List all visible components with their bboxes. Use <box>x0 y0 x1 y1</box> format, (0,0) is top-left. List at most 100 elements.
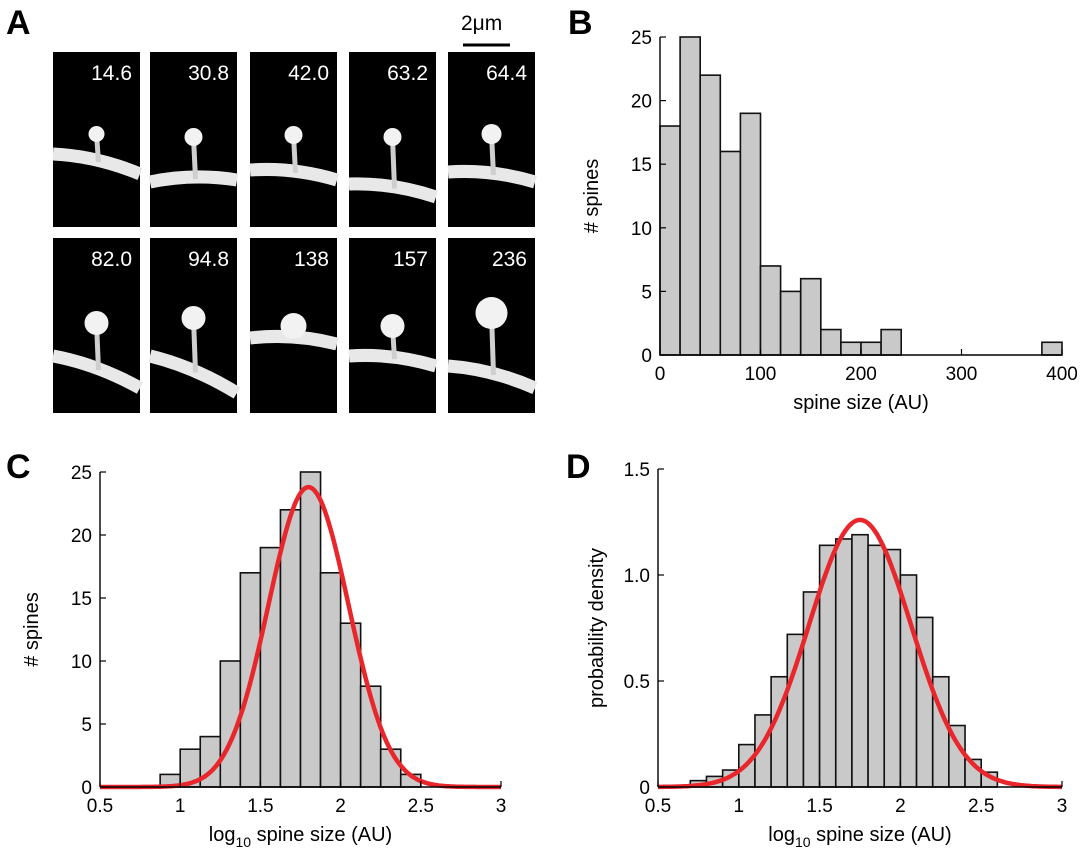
x-axis-label-rest: spine size (AU) <box>811 824 952 846</box>
x-tick-label: 100 <box>745 364 777 385</box>
x-tick-label: 3 <box>496 796 507 817</box>
spine-image-8: 138 <box>249 238 339 413</box>
x-tick-label: 2.5 <box>968 796 994 817</box>
histogram-bar <box>719 150 742 356</box>
y-tick-label: 0 <box>81 778 92 799</box>
y-tick-label: 0.5 <box>624 672 650 693</box>
x-tick-label: 200 <box>845 364 877 385</box>
x-axis-label-subscript: 10 <box>235 834 251 850</box>
y-axis-label: probability density <box>586 548 608 708</box>
spine-image-3: 42.0 <box>249 52 339 227</box>
panel-b-chart: 0 100 200 300 400 0 5 10 15 20 25 spine size (AU) # … <box>581 28 1078 414</box>
histogram-bar <box>860 341 882 356</box>
x-axis-label-subscript: 10 <box>795 834 811 850</box>
y-tick-label: 1.5 <box>624 460 650 481</box>
histogram-bar <box>851 533 869 788</box>
y-tick-label: 10 <box>71 652 92 673</box>
x-axis-label-rest: spine size (AU) <box>251 824 392 846</box>
x-axis-label: log10 spine size (AU) <box>209 824 392 850</box>
panel-label-b: B <box>568 4 593 42</box>
y-tick-label: 25 <box>71 463 92 484</box>
histogram-bar <box>739 112 762 356</box>
scale-bar-label: 2μm <box>461 12 502 35</box>
histogram-bar <box>679 36 701 356</box>
y-tick-label: 20 <box>71 526 92 547</box>
spine-image-6: 82.0 <box>51 238 144 413</box>
y-tick-label: 5 <box>81 715 92 736</box>
x-tick-label: 2.5 <box>408 796 434 817</box>
spine-size-label: 42.0 <box>288 62 329 85</box>
y-tick-label: 1.0 <box>624 566 650 587</box>
spine-head <box>88 126 105 142</box>
spine-image-2: 30.8 <box>148 52 239 227</box>
y-tick-label: 0 <box>639 778 650 799</box>
histogram-bar <box>880 328 902 356</box>
histogram-bar <box>299 471 322 788</box>
spine-size-label: 138 <box>294 248 329 271</box>
y-tick-label: 15 <box>71 589 92 610</box>
spine-image-7: 94.8 <box>148 238 241 413</box>
x-tick-label: 300 <box>946 364 978 385</box>
x-tick-label: 1.5 <box>247 796 273 817</box>
spine-size-label: 14.6 <box>91 62 132 85</box>
spine-image-10: 236 <box>447 238 538 413</box>
histogram-bar <box>786 633 805 788</box>
gaussian-fit-curve <box>658 517 1062 790</box>
histogram-bar <box>259 546 282 788</box>
y-tick-label: 0 <box>641 346 652 367</box>
spine-head <box>481 124 502 144</box>
histogram-bar <box>799 277 822 356</box>
panel-label-c: C <box>6 448 31 486</box>
spine-head <box>280 313 307 339</box>
spine-size-label: 236 <box>492 248 527 271</box>
histogram-bar <box>819 328 842 356</box>
y-axis-label: # spines <box>21 592 43 667</box>
panel-label-a: A <box>6 4 31 42</box>
histogram-bar <box>779 290 802 356</box>
x-tick-label: 1.5 <box>806 796 832 817</box>
x-tick-label: 2 <box>335 796 346 817</box>
spine-image-4: 63.2 <box>348 52 439 227</box>
y-tick-label: 5 <box>641 282 652 303</box>
histogram-bar <box>319 571 342 788</box>
spine-size-label: 64.4 <box>486 62 527 85</box>
spine-head <box>84 311 109 335</box>
spine-size-label: 30.8 <box>188 62 229 85</box>
y-tick-label: 25 <box>631 28 652 49</box>
histogram-bar <box>840 341 862 356</box>
histogram-bar <box>279 508 302 788</box>
x-tick-label: 1 <box>734 796 745 817</box>
histogram-bar <box>759 265 782 356</box>
spine-size-label: 63.2 <box>387 62 428 85</box>
panel-a-image-grid: 14.6 30.8 42.0 63.2 64.4 82.0 94.8 138 157 236 <box>51 52 538 413</box>
y-tick-label: 20 <box>631 92 652 113</box>
histogram-bar <box>834 538 853 788</box>
x-tick-label: 3 <box>1057 796 1068 817</box>
y-tick-label: 15 <box>631 155 652 176</box>
histogram-bar <box>867 544 886 788</box>
x-tick-label: 2 <box>895 796 906 817</box>
histogram-bar <box>1041 341 1063 356</box>
panel-label-d: D <box>566 448 591 486</box>
spine-head <box>380 314 405 338</box>
x-axis-label: log10 spine size (AU) <box>768 824 951 850</box>
x-tick-label: 400 <box>1046 364 1078 385</box>
spine-size-label: 94.8 <box>188 248 229 271</box>
spine-image-9: 157 <box>348 238 438 413</box>
spine-size-label: 157 <box>393 248 428 271</box>
x-tick-label: 0.5 <box>87 796 113 817</box>
spine-image-1: 14.6 <box>52 52 143 227</box>
spine-head <box>475 297 508 329</box>
x-axis-label-base: log <box>768 824 795 846</box>
spine-head <box>181 306 206 330</box>
spine-head <box>284 126 303 144</box>
x-tick-label: 0 <box>655 364 666 385</box>
x-axis-label: spine size (AU) <box>793 392 929 414</box>
y-axis-label: # spines <box>581 159 603 234</box>
histogram-bar <box>699 74 722 356</box>
histogram-bar <box>659 125 681 356</box>
spine-head <box>184 128 203 146</box>
